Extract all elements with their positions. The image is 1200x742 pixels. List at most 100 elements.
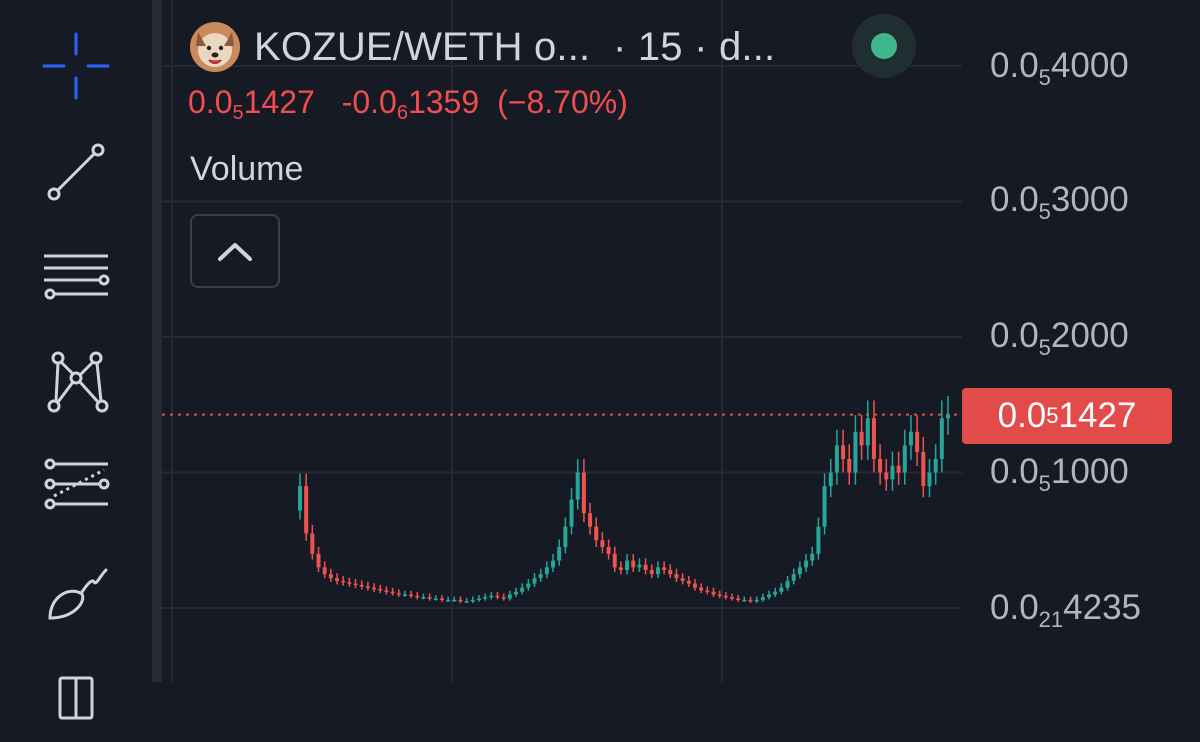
pair-title: KOZUE/WETH o... · 15 · d... <box>254 25 775 70</box>
dog-icon <box>190 22 240 72</box>
candle-body <box>575 472 580 500</box>
candle-body <box>946 414 950 419</box>
status-dot-icon <box>871 33 897 59</box>
candle-body <box>680 578 685 581</box>
candle-body <box>686 580 691 584</box>
crosshair-icon <box>42 32 110 100</box>
candle-body <box>723 595 728 598</box>
candle-body <box>310 533 315 554</box>
candle-body <box>298 486 302 511</box>
candle-body <box>853 431 858 473</box>
candle-body <box>896 465 901 473</box>
candle-body <box>452 599 457 602</box>
candle-body <box>476 598 481 601</box>
candle-body <box>816 526 821 554</box>
candle-body <box>631 560 636 568</box>
candle-body <box>674 574 679 579</box>
candle-body <box>939 418 944 459</box>
candle-body <box>662 567 667 571</box>
price-chart[interactable] <box>162 0 962 682</box>
candle-body <box>464 601 469 603</box>
candle-body <box>532 578 537 584</box>
candle-body <box>606 547 611 554</box>
candle-body <box>569 499 574 527</box>
candle-body <box>773 591 778 595</box>
candle-body <box>736 598 741 601</box>
brush-tool[interactable] <box>30 546 122 638</box>
candle-body <box>390 591 395 594</box>
token-avatar <box>190 22 240 72</box>
candle-body <box>328 574 333 579</box>
interval-value: 15 <box>637 24 683 69</box>
candles <box>298 396 950 604</box>
candle-body <box>526 583 531 588</box>
candle-body <box>822 486 827 527</box>
candle-body <box>643 564 648 571</box>
candle-body <box>304 486 309 534</box>
crosshair-tool[interactable] <box>30 20 122 112</box>
candle-body <box>927 472 932 487</box>
candle-body <box>760 597 765 600</box>
price-axis-label: 0.054000 <box>990 46 1129 90</box>
candle-body <box>489 595 494 598</box>
candle-body <box>692 583 697 588</box>
market-status[interactable] <box>852 14 916 78</box>
candle-body <box>335 578 340 581</box>
legend-title-row[interactable]: KOZUE/WETH o... · 15 · d... <box>190 22 775 72</box>
candle-body <box>871 418 876 459</box>
drawing-toolbar <box>0 0 152 720</box>
candle-body <box>908 431 913 446</box>
candle-body <box>625 560 630 571</box>
candle-body <box>600 540 605 548</box>
candle-body <box>433 598 438 601</box>
candle-body <box>520 587 525 592</box>
candle-body <box>495 595 500 598</box>
brush-icon <box>48 568 108 620</box>
horizontal-lines-icon <box>44 254 110 300</box>
candle-body <box>649 570 654 575</box>
candle-body <box>902 445 907 473</box>
candle-body <box>316 553 321 568</box>
candle-body <box>557 547 562 561</box>
pattern-tool[interactable] <box>30 336 122 428</box>
candle-body <box>409 594 414 596</box>
price-axis-label: 0.052000 <box>990 316 1129 360</box>
fib-icon <box>44 458 110 510</box>
candle-body <box>834 445 839 473</box>
collapse-legend-button[interactable] <box>190 214 280 288</box>
candle-body <box>439 598 444 601</box>
candle-body <box>618 567 623 571</box>
candle-body <box>804 560 809 568</box>
candle-body <box>828 472 833 487</box>
candle-body <box>563 526 568 548</box>
candle-body <box>612 553 617 568</box>
candle-body <box>705 590 710 592</box>
candle-body <box>415 595 420 598</box>
trend-line-tool[interactable] <box>30 126 122 218</box>
candle-body <box>396 593 401 595</box>
legend-change-percent: (−8.70%) <box>497 84 628 120</box>
volume-label[interactable]: Volume <box>190 150 304 188</box>
candle-body <box>594 526 599 541</box>
candle-body <box>637 564 642 568</box>
candle-body <box>544 567 549 575</box>
ruler-tool[interactable] <box>30 650 122 742</box>
candle-body <box>878 458 883 473</box>
candle-body <box>347 582 352 584</box>
candle-body <box>538 574 543 579</box>
candle-body <box>742 599 747 602</box>
last-price-tag[interactable]: 0.0 5 1427 <box>962 388 1172 444</box>
pair-name: KOZUE/WETH o... <box>254 24 591 69</box>
price-axis-label: 0.0214235 <box>990 588 1142 632</box>
candle-body <box>785 580 790 588</box>
legend-price: 0.051427 <box>188 84 315 124</box>
candle-body <box>446 599 451 602</box>
candle-body <box>711 591 716 595</box>
candle-body <box>810 553 815 561</box>
candle-body <box>797 567 802 575</box>
fib-tool[interactable] <box>30 440 122 532</box>
candle-body <box>581 472 586 514</box>
price-axis-label: 0.053000 <box>990 180 1129 224</box>
candle-body <box>754 599 759 602</box>
horizontal-lines-tool[interactable] <box>30 230 122 322</box>
